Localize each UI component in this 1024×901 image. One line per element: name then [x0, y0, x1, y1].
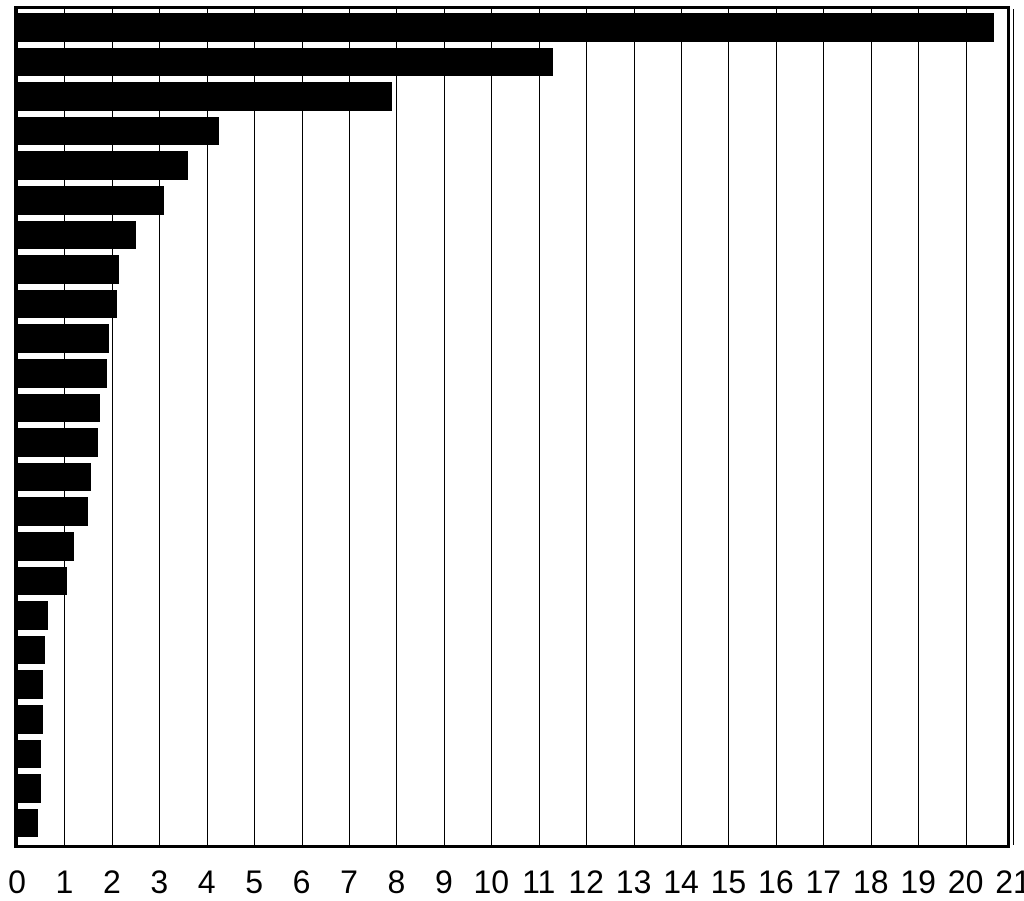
x-tick-label: 17	[805, 864, 841, 901]
bar	[17, 567, 67, 596]
bar-row	[17, 290, 1007, 319]
bar-row	[17, 221, 1007, 250]
bar	[17, 463, 91, 492]
x-tick-label: 21	[995, 864, 1024, 901]
bar	[17, 359, 107, 388]
x-tick-label: 19	[900, 864, 936, 901]
bar-row	[17, 186, 1007, 215]
bar	[17, 601, 48, 630]
bar-row	[17, 567, 1007, 596]
bar	[17, 48, 553, 77]
bar	[17, 705, 43, 734]
bar-row	[17, 359, 1007, 388]
chart-container: 0123456789101112131415161718192021	[0, 0, 1024, 901]
x-tick-label: 5	[245, 864, 263, 901]
bar	[17, 13, 994, 42]
plot-area	[14, 6, 1010, 848]
bar	[17, 82, 392, 111]
bar-row	[17, 809, 1007, 838]
x-tick-label: 13	[616, 864, 652, 901]
bar-row	[17, 151, 1007, 180]
x-tick-label: 20	[948, 864, 984, 901]
bar	[17, 809, 38, 838]
x-tick-label: 12	[568, 864, 604, 901]
bar-row	[17, 48, 1007, 77]
x-tick-label: 11	[522, 864, 555, 901]
bar-row	[17, 463, 1007, 492]
grid-line	[1013, 9, 1014, 845]
bar	[17, 670, 43, 699]
bar	[17, 740, 41, 769]
x-tick-label: 6	[293, 864, 311, 901]
bar	[17, 428, 98, 457]
bar	[17, 221, 136, 250]
bar	[17, 532, 74, 561]
x-tick-label: 0	[8, 864, 26, 901]
bar-row	[17, 774, 1007, 803]
bar	[17, 186, 164, 215]
bar-row	[17, 532, 1007, 561]
x-tick-label: 15	[711, 864, 747, 901]
bar-row	[17, 324, 1007, 353]
x-tick-label: 10	[473, 864, 509, 901]
x-tick-label: 8	[388, 864, 406, 901]
bar	[17, 290, 117, 319]
bar	[17, 636, 45, 665]
x-tick-label: 1	[56, 864, 74, 901]
x-tick-label: 3	[150, 864, 168, 901]
bar-row	[17, 82, 1007, 111]
bar-row	[17, 117, 1007, 146]
x-tick-label: 2	[103, 864, 121, 901]
bar	[17, 151, 188, 180]
x-tick-label: 18	[853, 864, 889, 901]
bar-row	[17, 497, 1007, 526]
bar-row	[17, 428, 1007, 457]
x-tick-label: 4	[198, 864, 216, 901]
x-tick-label: 16	[758, 864, 794, 901]
bar	[17, 394, 100, 423]
bar-row	[17, 13, 1007, 42]
bar-row	[17, 636, 1007, 665]
x-tick-label: 9	[435, 864, 453, 901]
bar-row	[17, 670, 1007, 699]
bar	[17, 774, 41, 803]
bar-row	[17, 394, 1007, 423]
x-tick-label: 14	[663, 864, 699, 901]
bar-row	[17, 740, 1007, 769]
bar	[17, 497, 88, 526]
bar-row	[17, 705, 1007, 734]
bar	[17, 255, 119, 284]
x-tick-label: 7	[340, 864, 358, 901]
bar-row	[17, 601, 1007, 630]
bar	[17, 117, 219, 146]
bar	[17, 324, 109, 353]
bar-row	[17, 255, 1007, 284]
